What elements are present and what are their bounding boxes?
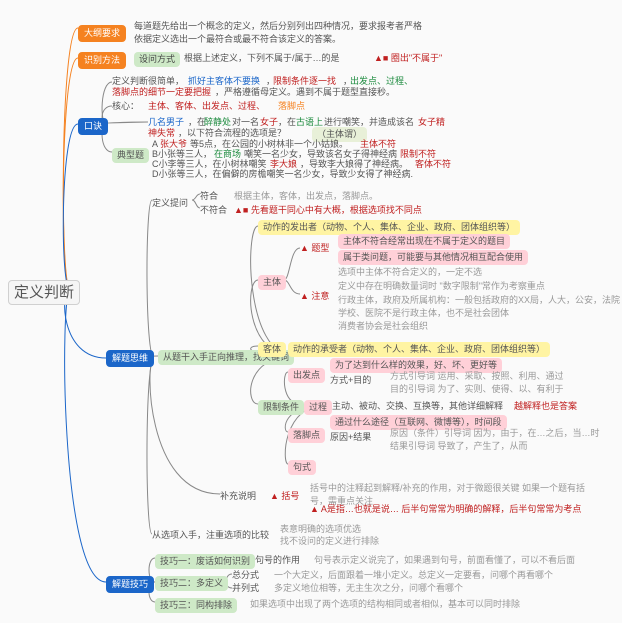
node-b_tixing: ▲ 题型 [300, 242, 329, 255]
node-b_xzhtj: 限制条件 [258, 400, 304, 415]
node-b_luojiao: 落脚点 [288, 428, 325, 443]
node-t_rgxxztxt: 如果选项中出现了两个选项的结构相同或者相似，基本可以同时排除 [250, 598, 520, 611]
node-b_koujue: 口诀 [78, 118, 108, 135]
mindmap-canvas: 定义判断 大纲要求每道题先给出一个概念的定义，然后分别列出四种情况，要求报考者严格… [0, 0, 622, 623]
node-t_jhdzy: 句号的作用 [255, 554, 300, 567]
node-t_fsydc: 方式引导词 运用、采取、按照、利用、通过 [390, 370, 564, 383]
node-b_jushi: 句式 [288, 460, 316, 475]
node-t_xfzxhtxt: 消费者协会是社会组织 [338, 320, 428, 333]
node-t_dyzzmqtxt: 定义中存在明确数量词时 "数字限制"常作为考察重点 [338, 280, 545, 293]
node-t_mdydc: 目的引导词 为了、实则、使得、以、有利于 [390, 383, 564, 396]
node-b_guocheng: 过程 [304, 400, 332, 415]
node-t_dfacu: 动作的发出者（动物、个人、集体、企业、政府、团体组织等） [258, 220, 520, 235]
node-t5_luojiao: 落脚点 [278, 100, 305, 113]
node-t2_line: 根据上述定义，下列不属于/属于…的是 [184, 52, 340, 65]
node-t_jgydc: 结果引导词 导致了，产生了，从而 [390, 440, 528, 453]
node-t8c4: 客体不符 [415, 158, 451, 171]
node-b_zhuti: 主体 [258, 275, 286, 290]
node-t_bfhtxt: ▲■ 先看题干同心中有大概，根据选项找不同点 [234, 204, 422, 217]
node-t_xxzbfhtxt: 选项中主体不符合定义的，一定不选 [338, 266, 482, 279]
node-t_yyydc: 原因（条件）引导词 因为，由于，在…之后，当…时 [390, 427, 600, 440]
node-t_zwsm: 找不设问的定义进行排除 [280, 535, 379, 548]
node-root: 定义判断 [8, 280, 80, 305]
node-t_yyjg: 原因+结果 [330, 431, 371, 444]
node-b_jq1: 技巧一：废话如何识别 [155, 554, 255, 569]
node-t_fuhetxt: 根据主体，客体，出发点，落脚点。 [234, 190, 378, 203]
node-t1_dagang: 每道题先给出一个概念的定义，然后分别列出四种情况，要求报考者严格依据定义选出一个… [134, 20, 422, 45]
node-t_dfcsz: 动作的承受者（动物、个人、集体、企业、政府、团体组织等） [288, 342, 550, 357]
node-b2_shibie: 识别方法 [78, 52, 126, 69]
node-t_slwttxt: 属于类问题，可能要与其他情况相互配合使用 [338, 250, 528, 265]
node-t_dytiwen: 定义提问 [152, 197, 188, 210]
node-t_asztxt: ▲ A是指…也就是说… 后半句常常为明确的解释，后半句常常为考点 [310, 503, 581, 516]
node-t_xxyytxt: 学校、医院不是行政主体，也不是社会团体 [338, 307, 509, 320]
node-b_jq3: 技巧三：同构排除 [155, 598, 237, 613]
node-t_fuhe: 符合 [200, 190, 218, 203]
node-b1_dagang: 大纲要求 [78, 25, 126, 42]
node-t_zfs: 总分式 [232, 569, 259, 582]
node-t_yjsyds: 越解释也是答案 [514, 400, 577, 413]
node-t_dgdydtxt: 多定义地位相等，无主生次之分，问哪个看哪个 [274, 582, 463, 595]
node-b_chufa: 出发点 [288, 368, 325, 383]
node-b_keti: 客体 [258, 342, 286, 357]
node-t_bymq: 表意明确的选项优选 [280, 523, 361, 536]
node-t_fsmd: 方式+目的 [330, 374, 371, 387]
node-t_cxxrs: 从选项入手，注重选项的比较 [152, 529, 269, 542]
node-t2_shewen: 设问方式 [134, 52, 180, 67]
node-t_ygddytxt: 一个大定义，后面跟着一堆小定义。总定义一定要看，问哪个再看哪个 [274, 569, 553, 582]
node-b_dianxing: 典型题 [112, 148, 149, 163]
node-t5_hexin: 核心： [112, 100, 139, 113]
node-t6i: 女子精 [418, 116, 445, 129]
node-b_zhuyi: ▲ 注意 [300, 290, 329, 303]
node-t_bls: 并列式 [232, 582, 259, 595]
node-t_jhbsdytxt: 句号表示定义说完了，如果遇到句号，前面看懂了，可以不看后面 [314, 554, 575, 567]
node-t5_zhuti: 主体、客体、出发点、过程、 [148, 100, 265, 113]
node-b_jietijq: 解题技巧 [106, 576, 154, 593]
node-t2_quan: ▲■ 圈出"不属于" [374, 52, 442, 65]
node-b_jq2: 技巧二：多定义 [155, 576, 228, 591]
node-t_xzzttxt: 行政主体，政府及所属机构：一般包括政府的XX局，人大，公安，法院 [338, 294, 620, 307]
node-t_zdbdjhtxt: 主动、被动、交换、互换等，其他详细解释 [332, 400, 503, 413]
node-b_kuohao: ▲ 括号 [270, 490, 299, 503]
node-t_bufuhe: 不符合 [200, 204, 227, 217]
node-t4: 落脚点的细节一定要把握 [112, 86, 211, 99]
node-t4b: ，严格遵循母定义。遇到不属于题型直接秒。 [215, 86, 395, 99]
node-t8d: D小张等三人，在偏僻的房檐嘲笑一名少女，导致少女得了神经病. [152, 168, 413, 181]
node-b_jietisiwei: 解题思维 [106, 350, 154, 367]
node-t_zbfhtxt: 主体不符合经常出现在不属于定义的题目 [338, 234, 510, 249]
node-t_bcsm: 补充说明 [220, 490, 256, 503]
